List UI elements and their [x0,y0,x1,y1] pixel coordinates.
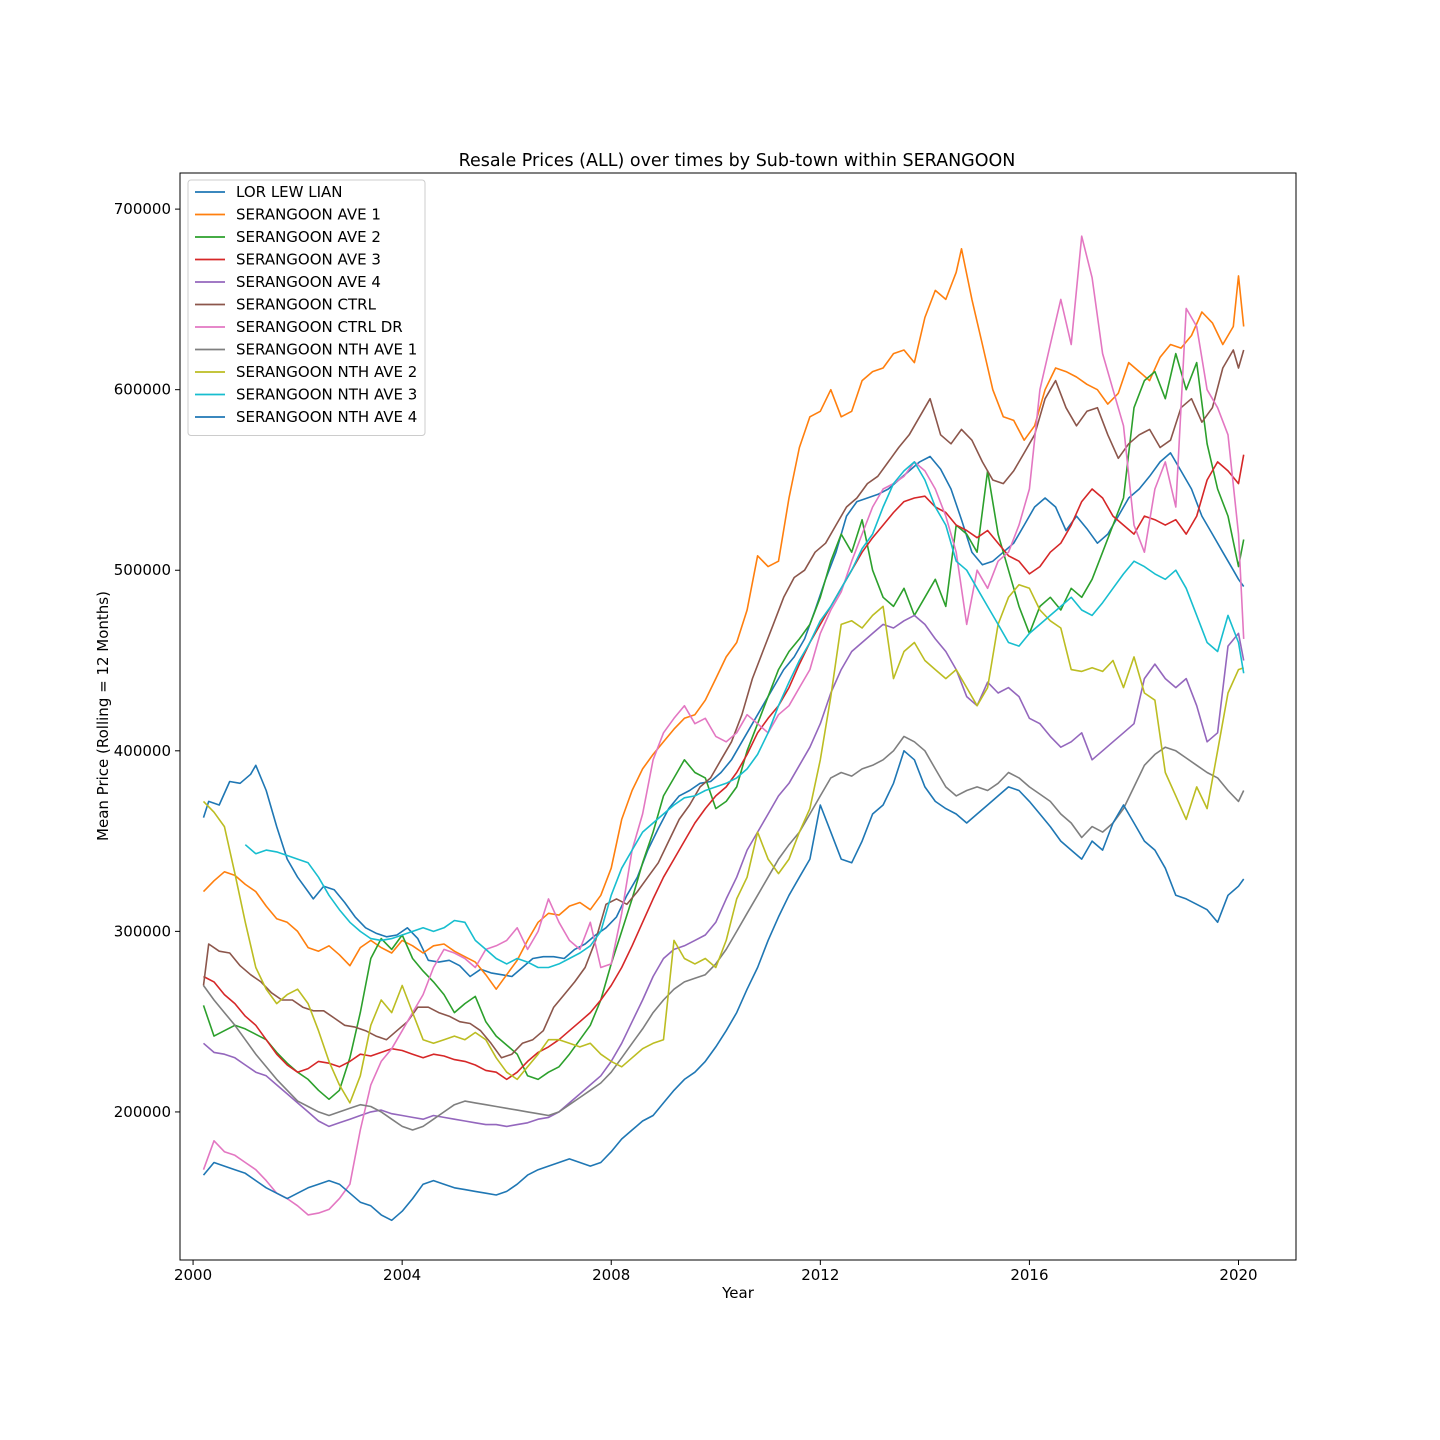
x-tick-label-2008: 2008 [592,1266,630,1284]
y-tick-label-400000: 400000 [114,742,171,760]
x-axis: 2000 2004 2008 2012 2016 2020 [174,1260,1258,1284]
series-line-2-serangoon-ave-1 [202,248,1245,990]
y-tick-label-300000: 300000 [114,922,171,940]
series-line-10-serangoon-nth-ave-3 [244,461,1245,969]
y-tick-label-700000: 700000 [114,200,171,218]
legend-label-1: LOR LEW LIAN [236,183,343,201]
legend-box [187,179,426,436]
series-line-9-serangoon-nth-ave-2 [202,583,1244,1104]
series-line-6-serangoon-ctrl [202,349,1245,1059]
x-tick-label-2012: 2012 [801,1266,839,1284]
series-line-3-serangoon-ave-2 [202,352,1245,1101]
series-line-8-serangoon-nth-ave-1 [202,735,1245,1131]
y-tick-label-600000: 600000 [114,381,171,399]
x-axis-title: Year [721,1284,755,1302]
series-line-5-serangoon-ave-4 [202,614,1245,1128]
plot-frame [179,172,1297,1261]
legend-label-7: SERANGOON CTRL DR [236,318,403,336]
y-tick-label-500000: 500000 [114,561,171,579]
legend-label-6: SERANGOON CTRL [236,296,377,314]
x-tick-label-2020: 2020 [1219,1266,1257,1284]
series-line-7-serangoon-ctrl-dr [202,235,1245,1216]
plot-area [202,235,1245,1222]
legend: LOR LEW LIAN SERANGOON AVE 1 SERANGOON AVE… [187,179,426,436]
y-tick-label-200000: 200000 [114,1103,171,1121]
series-line-4-serangoon-ave-3 [203,454,1245,1081]
legend-label-9: SERANGOON NTH AVE 2 [236,363,417,381]
series-line-1-lor-lew-lian [202,452,1245,978]
y-axis: 200000 300000 400000 500000 600000 700000 [114,200,180,1121]
legend-label-8: SERANGOON NTH AVE 1 [236,341,417,359]
legend-label-2: SERANGOON AVE 1 [236,206,381,224]
legend-label-3: SERANGOON AVE 2 [236,228,381,246]
x-tick-label-2004: 2004 [383,1266,421,1284]
legend-label-10: SERANGOON NTH AVE 3 [236,386,417,404]
legend-label-5: SERANGOON AVE 4 [236,273,381,291]
x-tick-label-2000: 2000 [174,1266,212,1284]
legend-label-11: SERANGOON NTH AVE 4 [236,408,417,426]
legend-label-4: SERANGOON AVE 3 [236,251,381,269]
series-line-11-serangoon-nth-ave-4 [202,750,1245,1222]
x-tick-label-2016: 2016 [1010,1266,1048,1284]
chart-title: Resale Prices (ALL) over times by Sub-to… [459,151,1016,171]
y-axis-title: Mean Price (Rolling = 12 Months) [94,591,112,841]
